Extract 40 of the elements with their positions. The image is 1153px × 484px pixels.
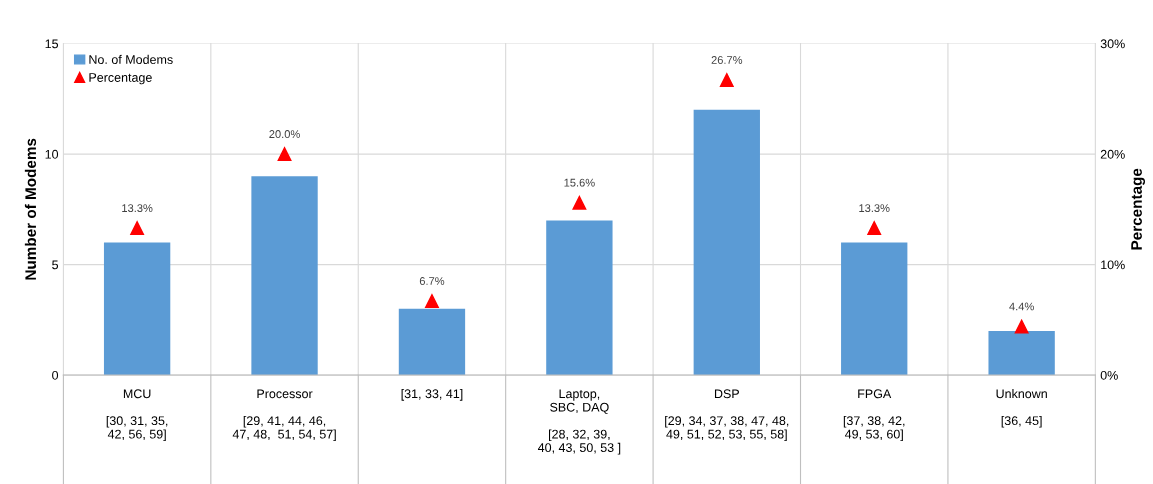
point (425, 294, 439, 309)
y2-axis-title: Percentage (1131, 168, 1146, 250)
y-tick-label: 5 (52, 260, 59, 270)
data-label: 15.6% (564, 178, 595, 187)
bar (546, 220, 613, 376)
data-label: 4.4% (1009, 302, 1034, 311)
data-label: 26.7% (711, 56, 743, 64)
category-label: DSP [29, 34, 37, 38, 47, 48, 49, 51, 52, 53, 55, 58] (665, 389, 789, 442)
point (277, 147, 292, 162)
category-label: Processor [29, 41, 44, 46, 47, 48, 51, 54, 57] (232, 389, 336, 442)
y2-tick-label: 10% (1101, 260, 1125, 270)
category-label: FPGA [37, 38, 42, 49, 53, 60] (843, 389, 905, 442)
data-label: 20.0% (269, 130, 300, 138)
y-tick-label: 0 (52, 370, 59, 380)
point (572, 195, 587, 210)
bar (988, 330, 1055, 376)
data-label: 6.7% (419, 277, 445, 285)
y2-tick-label: 20% (1100, 149, 1125, 159)
legend-label: No. of Modems (89, 54, 173, 64)
y-axis-title: Number of Modems (24, 138, 37, 280)
data-label: 13.3% (122, 204, 153, 213)
x-tick-label: [31, 33, 41] (401, 388, 463, 401)
bar (398, 308, 466, 376)
point (1014, 319, 1029, 334)
legend-label: Percentage (89, 73, 152, 85)
y-tick-label: 15 (45, 39, 59, 49)
bar (693, 109, 760, 376)
bar (103, 242, 171, 376)
point (130, 221, 145, 236)
y2-tick-label: 30% (1100, 39, 1125, 49)
y-tick-label: 10 (45, 149, 59, 159)
bar (841, 242, 908, 376)
point (719, 73, 734, 87)
bar (251, 176, 318, 376)
data-label: 13.3% (859, 204, 890, 213)
category-label: Laptop, SBC, DAQ [28, 32, 39, 40, 43, 50, 53 ] (537, 389, 621, 455)
category-label: MCU [30, 31, 35, 42, 56, 59] (106, 389, 168, 442)
point (867, 221, 882, 236)
y2-tick-label: 0% (1100, 370, 1118, 380)
category-label: Unknown [36, 45] (996, 388, 1047, 428)
